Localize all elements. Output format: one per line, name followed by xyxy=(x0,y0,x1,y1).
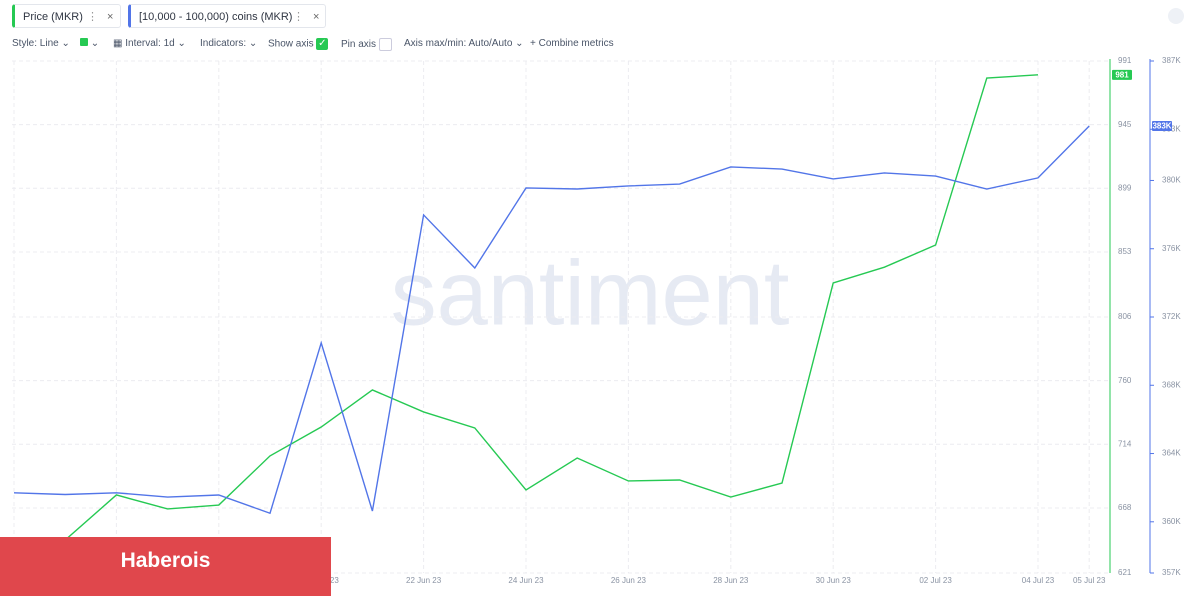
y2-tick-label: 380K xyxy=(1162,176,1181,185)
y2-tick-label: 387K xyxy=(1162,56,1181,65)
y-tick-label: 806 xyxy=(1118,312,1132,321)
show-axis-toggle[interactable]: Show axis ✓ xyxy=(268,38,329,50)
last-value-label: 981 xyxy=(1115,70,1129,79)
y-tick-label: 621 xyxy=(1118,568,1132,577)
color-select[interactable]: ⌄ xyxy=(80,38,99,49)
x-tick-label: 05 Jul 23 xyxy=(1073,576,1106,585)
x-tick-label: 28 Jun 23 xyxy=(713,576,749,585)
series-line xyxy=(13,74,1039,565)
y-tick-label: 714 xyxy=(1118,439,1132,448)
metric-name: [10,000 - 100,000) coins (MKR) xyxy=(139,11,293,23)
y2-tick-label: 368K xyxy=(1162,380,1181,389)
indicators-label: Indicators: xyxy=(200,38,247,49)
combine-button[interactable]: + Combine metrics xyxy=(530,38,614,49)
metric-name: Price (MKR) xyxy=(23,11,83,23)
y-tick-label: 991 xyxy=(1118,56,1132,65)
last-value-label: 383K xyxy=(1152,122,1171,131)
y2-tick-label: 376K xyxy=(1162,244,1181,253)
interval-label: Interval: 1d xyxy=(125,38,175,49)
metric-tab[interactable]: Price (MKR) ⋮ × xyxy=(12,4,121,28)
settings-button[interactable] xyxy=(1168,8,1184,24)
x-tick-label: 02 Jul 23 xyxy=(919,576,952,585)
y2-tick-label: 357K xyxy=(1162,568,1181,577)
combine-label: Combine metrics xyxy=(538,38,614,49)
x-tick-label: 30 Jun 23 xyxy=(816,576,852,585)
watermark: santiment xyxy=(391,242,790,344)
series-line xyxy=(13,125,1090,515)
overlay-text: Haberois xyxy=(120,549,211,572)
x-tick-label: 22 Jun 23 xyxy=(406,576,442,585)
y-tick-label: 668 xyxy=(1118,503,1132,512)
interval-select[interactable]: ▦ Interval: 1d ⌄ xyxy=(113,38,186,49)
pin-axis-label: Pin axis xyxy=(341,39,377,51)
show-axis-label: Show axis xyxy=(268,38,314,50)
indicators-select[interactable]: Indicators: ⌄ xyxy=(200,38,258,49)
last-value-tag xyxy=(1152,121,1172,132)
y2-tick-label: 364K xyxy=(1162,449,1181,458)
pin-axis-toggle[interactable]: Pin axis xyxy=(341,38,392,51)
x-tick-label: 04 Jul 23 xyxy=(1022,576,1055,585)
x-tick-label: 26 Jun 23 xyxy=(611,576,647,585)
axis-range-label: Axis max/min: Auto/Auto xyxy=(404,38,513,49)
y-tick-label: 899 xyxy=(1118,183,1132,192)
y-tick-label: 760 xyxy=(1118,376,1132,385)
y-tick-label: 945 xyxy=(1118,120,1132,129)
overlay-banner: Haberois xyxy=(0,537,331,596)
last-value-tag xyxy=(1112,69,1132,80)
y2-tick-label: 360K xyxy=(1162,517,1181,526)
axis-range-select[interactable]: Axis max/min: Auto/Auto ⌄ xyxy=(404,38,524,49)
metric-tab[interactable]: [10,000 - 100,000) coins (MKR) ⋮ × xyxy=(128,4,326,28)
x-tick-label: 24 Jun 23 xyxy=(508,576,544,585)
y-tick-label: 853 xyxy=(1118,247,1132,256)
y2-tick-label: 372K xyxy=(1162,312,1181,321)
style-select[interactable]: Style: Line ⌄ xyxy=(12,38,70,49)
style-label: Style: Line xyxy=(12,38,59,49)
